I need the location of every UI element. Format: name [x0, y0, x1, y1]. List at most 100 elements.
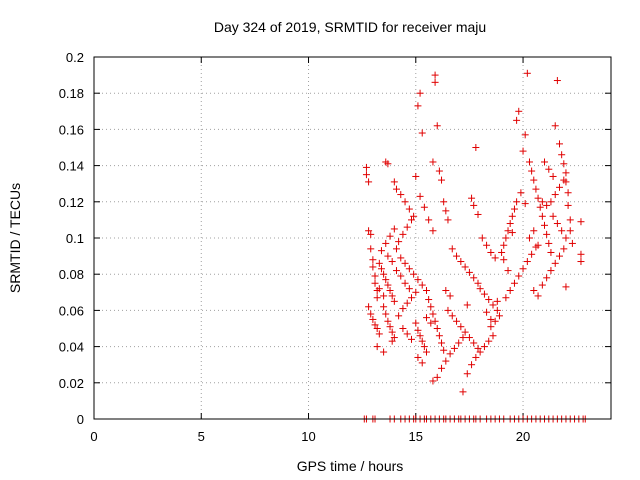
- data-point: [468, 195, 475, 202]
- data-point: [552, 260, 559, 267]
- data-point: [374, 294, 381, 301]
- data-point: [436, 332, 443, 339]
- data-point: [410, 271, 417, 278]
- data-point: [517, 189, 524, 196]
- y-tick-label: 0.02: [59, 376, 84, 391]
- data-point: [455, 339, 462, 346]
- data-point: [507, 220, 514, 227]
- data-point: [449, 312, 456, 319]
- data-point: [406, 285, 413, 292]
- data-point: [397, 273, 404, 280]
- data-point: [556, 184, 563, 191]
- data-point: [382, 240, 389, 247]
- data-point: [425, 216, 432, 223]
- data-point: [369, 256, 376, 263]
- data-point: [532, 186, 539, 193]
- data-point: [412, 289, 419, 296]
- data-point: [425, 296, 432, 303]
- data-point: [384, 253, 391, 260]
- x-tick-label: 20: [516, 429, 530, 444]
- data-point: [468, 361, 475, 368]
- data-point: [513, 198, 520, 205]
- data-point: [395, 312, 402, 319]
- data-point: [442, 358, 449, 365]
- data-point: [417, 90, 424, 97]
- data-point: [451, 345, 458, 352]
- data-point: [464, 301, 471, 308]
- data-point: [399, 231, 406, 238]
- y-tick-label: 0.08: [59, 267, 84, 282]
- data-point: [511, 280, 518, 287]
- data-point: [472, 144, 479, 151]
- data-point: [402, 198, 409, 205]
- y-tick-label: 0.12: [59, 195, 84, 210]
- data-point: [408, 294, 415, 301]
- data-point: [552, 191, 559, 198]
- data-point: [483, 309, 490, 316]
- data-point: [490, 301, 497, 308]
- data-point: [507, 287, 514, 294]
- axis-ticks: [94, 57, 611, 419]
- data-point: [502, 294, 509, 301]
- data-point: [397, 254, 404, 261]
- data-point: [487, 323, 494, 330]
- data-point: [560, 160, 567, 167]
- data-point: [429, 377, 436, 384]
- data-point: [380, 292, 387, 299]
- tick-labels: 0 5 10 15 2000.020.040.060.080.10.120.140.16…: [59, 50, 531, 444]
- data-point: [558, 227, 565, 234]
- data-point: [547, 267, 554, 274]
- data-point: [515, 108, 522, 115]
- data-point: [500, 242, 507, 249]
- data-point: [520, 148, 527, 155]
- data-point: [550, 213, 557, 220]
- data-point: [423, 314, 430, 321]
- data-point: [399, 325, 406, 332]
- data-point: [526, 235, 533, 242]
- data-point: [363, 171, 370, 178]
- data-point: [393, 267, 400, 274]
- data-point: [429, 227, 436, 234]
- data-point: [419, 130, 426, 137]
- data-point: [556, 140, 563, 147]
- data-point: [545, 240, 552, 247]
- data-point: [447, 292, 454, 299]
- data-point: [472, 354, 479, 361]
- data-point: [434, 122, 441, 129]
- data-points: [361, 70, 589, 423]
- data-point: [474, 211, 481, 218]
- data-point: [404, 300, 411, 307]
- data-point: [419, 359, 426, 366]
- data-point: [429, 311, 436, 318]
- data-point: [429, 158, 436, 165]
- data-point: [393, 186, 400, 193]
- y-tick-label: 0.06: [59, 303, 84, 318]
- data-point: [369, 263, 376, 270]
- data-point: [485, 296, 492, 303]
- data-point: [535, 292, 542, 299]
- data-point: [406, 206, 413, 213]
- data-point: [399, 305, 406, 312]
- data-point: [562, 235, 569, 242]
- x-tick-label: 10: [301, 429, 315, 444]
- y-axis-label: SRMTID / TECUs: [7, 183, 23, 293]
- data-point: [569, 240, 576, 247]
- data-point: [520, 265, 527, 272]
- data-point: [391, 178, 398, 185]
- data-point: [545, 166, 552, 173]
- data-point: [397, 191, 404, 198]
- data-point: [543, 274, 550, 281]
- data-point: [387, 233, 394, 240]
- data-point: [395, 238, 402, 245]
- data-point: [440, 347, 447, 354]
- data-point: [402, 260, 409, 267]
- data-point: [378, 247, 385, 254]
- y-tick-label: 0.18: [59, 86, 84, 101]
- data-point: [363, 164, 370, 171]
- data-point: [408, 336, 415, 343]
- data-point: [562, 283, 569, 290]
- data-point: [365, 178, 372, 185]
- data-point: [509, 213, 516, 220]
- data-point: [541, 158, 548, 165]
- data-point: [577, 218, 584, 225]
